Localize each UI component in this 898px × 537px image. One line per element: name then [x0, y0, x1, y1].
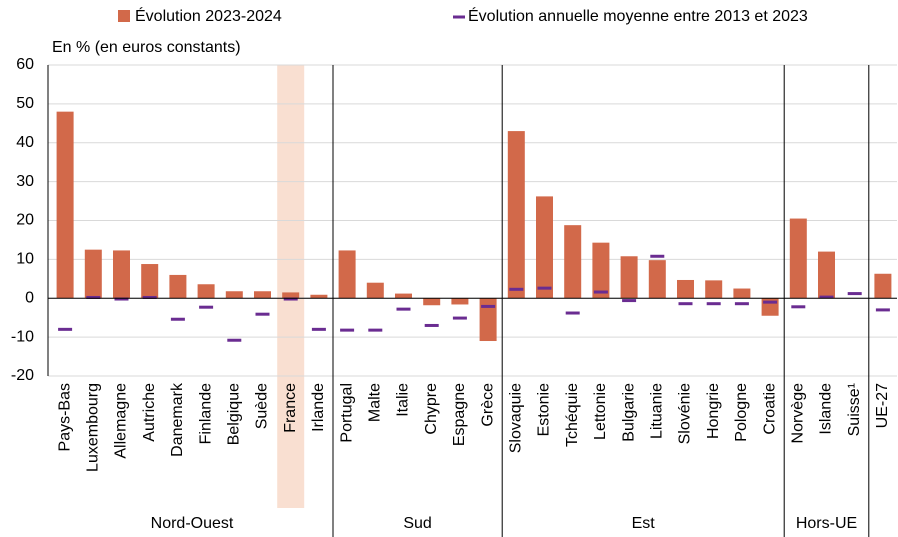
x-tick-label: Luxembourg	[85, 383, 102, 472]
bar	[479, 298, 497, 342]
bar	[648, 260, 666, 299]
y-tick-label: 40	[16, 134, 34, 151]
x-tick-label: Suisse¹	[846, 383, 863, 436]
x-tick-label: Italie	[395, 383, 412, 417]
bar	[874, 273, 892, 299]
bar	[338, 250, 356, 299]
x-tick-label: Estonie	[536, 383, 553, 436]
bar	[592, 242, 610, 299]
group-label: Sud	[403, 515, 431, 532]
bar	[564, 225, 582, 299]
bar	[620, 256, 638, 299]
y-tick-label: 60	[16, 56, 34, 73]
x-tick-label: Grèce	[479, 383, 496, 427]
x-tick-label: Belgique	[226, 383, 243, 445]
bar	[225, 291, 243, 299]
x-tick-label: UE-27	[874, 383, 891, 428]
y-tick-label: 10	[16, 251, 34, 268]
bar	[254, 291, 271, 299]
bar	[197, 284, 215, 299]
x-tick-label: Suède	[254, 383, 271, 429]
y-tick-label: 0	[25, 289, 34, 306]
bar	[310, 294, 328, 299]
highlight-band	[277, 65, 305, 508]
bar	[366, 282, 384, 299]
bar	[536, 196, 553, 299]
x-tick-label: Lituanie	[649, 383, 666, 439]
x-tick-label: Slovaquie	[508, 383, 525, 453]
y-tick-label: 50	[16, 95, 34, 112]
x-tick-label: Irlande	[310, 383, 327, 432]
legend-swatch	[118, 10, 130, 22]
x-tick-label: Hongrie	[705, 383, 722, 439]
bar	[395, 293, 412, 299]
bar	[141, 264, 159, 299]
bar	[677, 279, 694, 299]
bar	[507, 131, 525, 299]
x-tick-label: Malte	[367, 383, 384, 422]
y-tick-label: 20	[16, 212, 34, 229]
axis-title: En % (en euros constants)	[52, 39, 241, 56]
bar	[169, 274, 187, 299]
x-tick-label: France	[282, 383, 299, 433]
legend-label: Évolution annuelle moyenne entre 2013 et…	[468, 6, 808, 25]
x-tick-label: Lettonie	[592, 383, 609, 440]
x-tick-label: Islande	[818, 383, 835, 435]
bar	[818, 251, 835, 299]
x-tick-label: Pologne	[733, 383, 750, 442]
y-tick-label: 30	[16, 173, 34, 190]
x-tick-label: Bulgarie	[620, 383, 637, 442]
bar	[733, 288, 751, 299]
bar	[113, 250, 130, 299]
group-label: Est	[632, 515, 656, 532]
bar	[789, 218, 807, 299]
y-tick-label: -10	[11, 328, 34, 345]
x-tick-label: Pays-Bas	[56, 383, 73, 451]
group-label: Hors-UE	[796, 515, 857, 532]
bar	[705, 280, 723, 299]
x-tick-label: Chypre	[423, 383, 440, 435]
bar	[56, 111, 74, 299]
x-tick-label: Croatie	[761, 383, 778, 435]
legend-label: Évolution 2023-2024	[135, 6, 282, 25]
x-tick-label: Autriche	[141, 383, 158, 442]
group-label: Nord-Ouest	[151, 515, 234, 532]
bar	[451, 298, 469, 305]
x-tick-label: Finlande	[197, 383, 214, 444]
bar	[84, 249, 102, 299]
x-tick-label: Tchéquie	[564, 383, 581, 447]
y-tick-label: -20	[11, 367, 34, 384]
x-tick-label: Norvège	[790, 383, 807, 444]
x-tick-label: Espagne	[451, 383, 468, 446]
bar	[282, 292, 300, 299]
x-tick-label: Slovénie	[677, 383, 694, 444]
x-tick-label: Portugal	[338, 383, 355, 443]
bar	[423, 298, 441, 306]
x-tick-label: Allemagne	[113, 383, 130, 459]
x-tick-label: Danemark	[169, 382, 186, 457]
